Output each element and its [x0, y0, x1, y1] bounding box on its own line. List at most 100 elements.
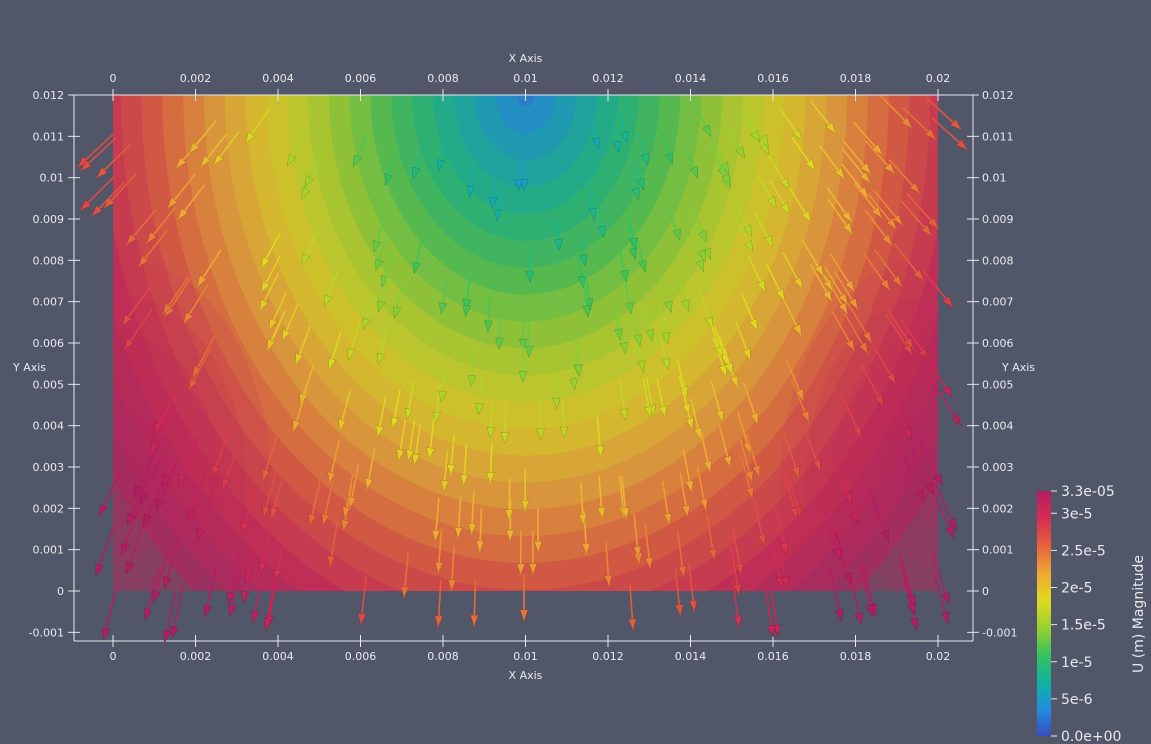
arrow-head	[438, 390, 447, 403]
arrow-head	[375, 258, 384, 272]
arrow-head	[759, 142, 770, 156]
arrow-head	[750, 130, 761, 143]
vector-arrow	[785, 359, 805, 402]
vector-arrow	[829, 568, 844, 622]
vector-arrow	[848, 572, 864, 626]
vector-arrow	[710, 381, 724, 423]
vector-arrow	[880, 95, 913, 129]
arrow-head	[156, 497, 165, 511]
contour-band	[904, 449, 938, 526]
y-tick-label: 0.002	[33, 502, 65, 515]
vector-arrow	[825, 509, 842, 561]
arrow-head	[862, 330, 873, 344]
arrow-head	[533, 540, 543, 553]
arrow-head	[645, 328, 654, 342]
vector-arrow	[125, 523, 145, 575]
vector-arrow	[782, 297, 803, 337]
vector-arrow	[699, 429, 712, 474]
vector-arrow	[748, 113, 770, 148]
vector-arrow	[244, 532, 259, 584]
arrow-head	[143, 513, 152, 527]
arrow-head	[779, 177, 790, 191]
arrow-head	[845, 339, 856, 352]
vector-arrow	[505, 498, 515, 542]
arrow-head	[404, 407, 414, 421]
vector-arrow	[528, 530, 538, 576]
arrow-head	[834, 167, 846, 180]
arrow-head	[723, 455, 732, 469]
arrow-head	[633, 545, 642, 559]
vector-arrow	[578, 482, 588, 526]
arrow-head	[79, 160, 92, 172]
arrow-head	[619, 269, 629, 283]
arrow-head	[467, 523, 477, 536]
y-tick-label: 0.003	[33, 461, 65, 474]
vector-arrow	[270, 472, 285, 520]
vector-arrow	[438, 279, 448, 315]
contour-band	[495, 95, 556, 134]
y-tick-label: -0.001	[982, 626, 1017, 639]
vector-arrow	[765, 263, 786, 302]
x-tick-label: 0.006	[345, 650, 377, 663]
y-axis-title: Y Axis	[12, 361, 46, 374]
vector-arrow	[577, 253, 587, 289]
arrow-head	[927, 217, 939, 230]
arrow-head	[96, 166, 108, 179]
vector-arrow	[731, 527, 744, 576]
vector-arrow	[774, 505, 789, 555]
vector-arrow	[660, 132, 674, 166]
arrow-head	[295, 352, 304, 366]
vector-arrow	[569, 352, 579, 391]
vector-arrow	[161, 438, 184, 488]
arrow-head	[500, 432, 510, 445]
vector-arrow	[574, 339, 583, 378]
vector-arrow	[153, 388, 178, 435]
vector-arrow	[260, 232, 282, 269]
x-tick-label: 0.018	[840, 72, 872, 85]
arrow-head	[767, 196, 777, 209]
vector-arrow	[591, 119, 601, 150]
vector-arrow	[709, 319, 724, 359]
arrow-head	[187, 508, 196, 522]
arrow-head	[886, 217, 897, 230]
arrow-head	[377, 300, 386, 313]
vector-arrow	[735, 321, 752, 361]
vector-arrow	[426, 418, 435, 460]
vector-arrow	[396, 419, 406, 462]
colorbar-label: 2.5e-5	[1061, 543, 1106, 559]
vector-arrow	[186, 471, 206, 522]
contour-band	[113, 257, 272, 591]
arrow-head	[258, 561, 268, 575]
arrow-head	[907, 593, 916, 607]
vector-arrow	[300, 229, 319, 267]
arrow-head	[524, 345, 534, 358]
vector-arrow	[932, 380, 962, 427]
y-tick-label: 0.001	[982, 544, 1014, 557]
vector-arrow	[411, 424, 421, 467]
arrow-head	[77, 156, 90, 168]
vector-arrow	[756, 173, 778, 209]
vector-arrow	[853, 182, 883, 219]
arrow-head	[779, 541, 789, 555]
arrow-head	[640, 152, 649, 166]
vector-arrow	[923, 354, 953, 399]
arrow-head	[493, 209, 503, 222]
vector-arrow	[392, 282, 404, 320]
arrow-head	[717, 166, 727, 180]
vector-arrow	[294, 325, 312, 366]
x-tick-label: 0.02	[926, 72, 951, 85]
vector-arrow	[375, 236, 388, 272]
arrow-head	[903, 337, 915, 350]
arrow-head	[121, 542, 130, 556]
arrow-head	[701, 124, 712, 138]
vector-arrow	[718, 424, 732, 469]
vector-arrow	[438, 363, 447, 403]
arrow-head	[947, 518, 957, 531]
arrow-head	[99, 503, 109, 517]
arrow-head	[373, 239, 382, 253]
arrow-head	[901, 116, 913, 129]
arrow-head	[838, 302, 848, 315]
vector-arrow	[200, 133, 228, 168]
arrow-head	[881, 233, 893, 246]
